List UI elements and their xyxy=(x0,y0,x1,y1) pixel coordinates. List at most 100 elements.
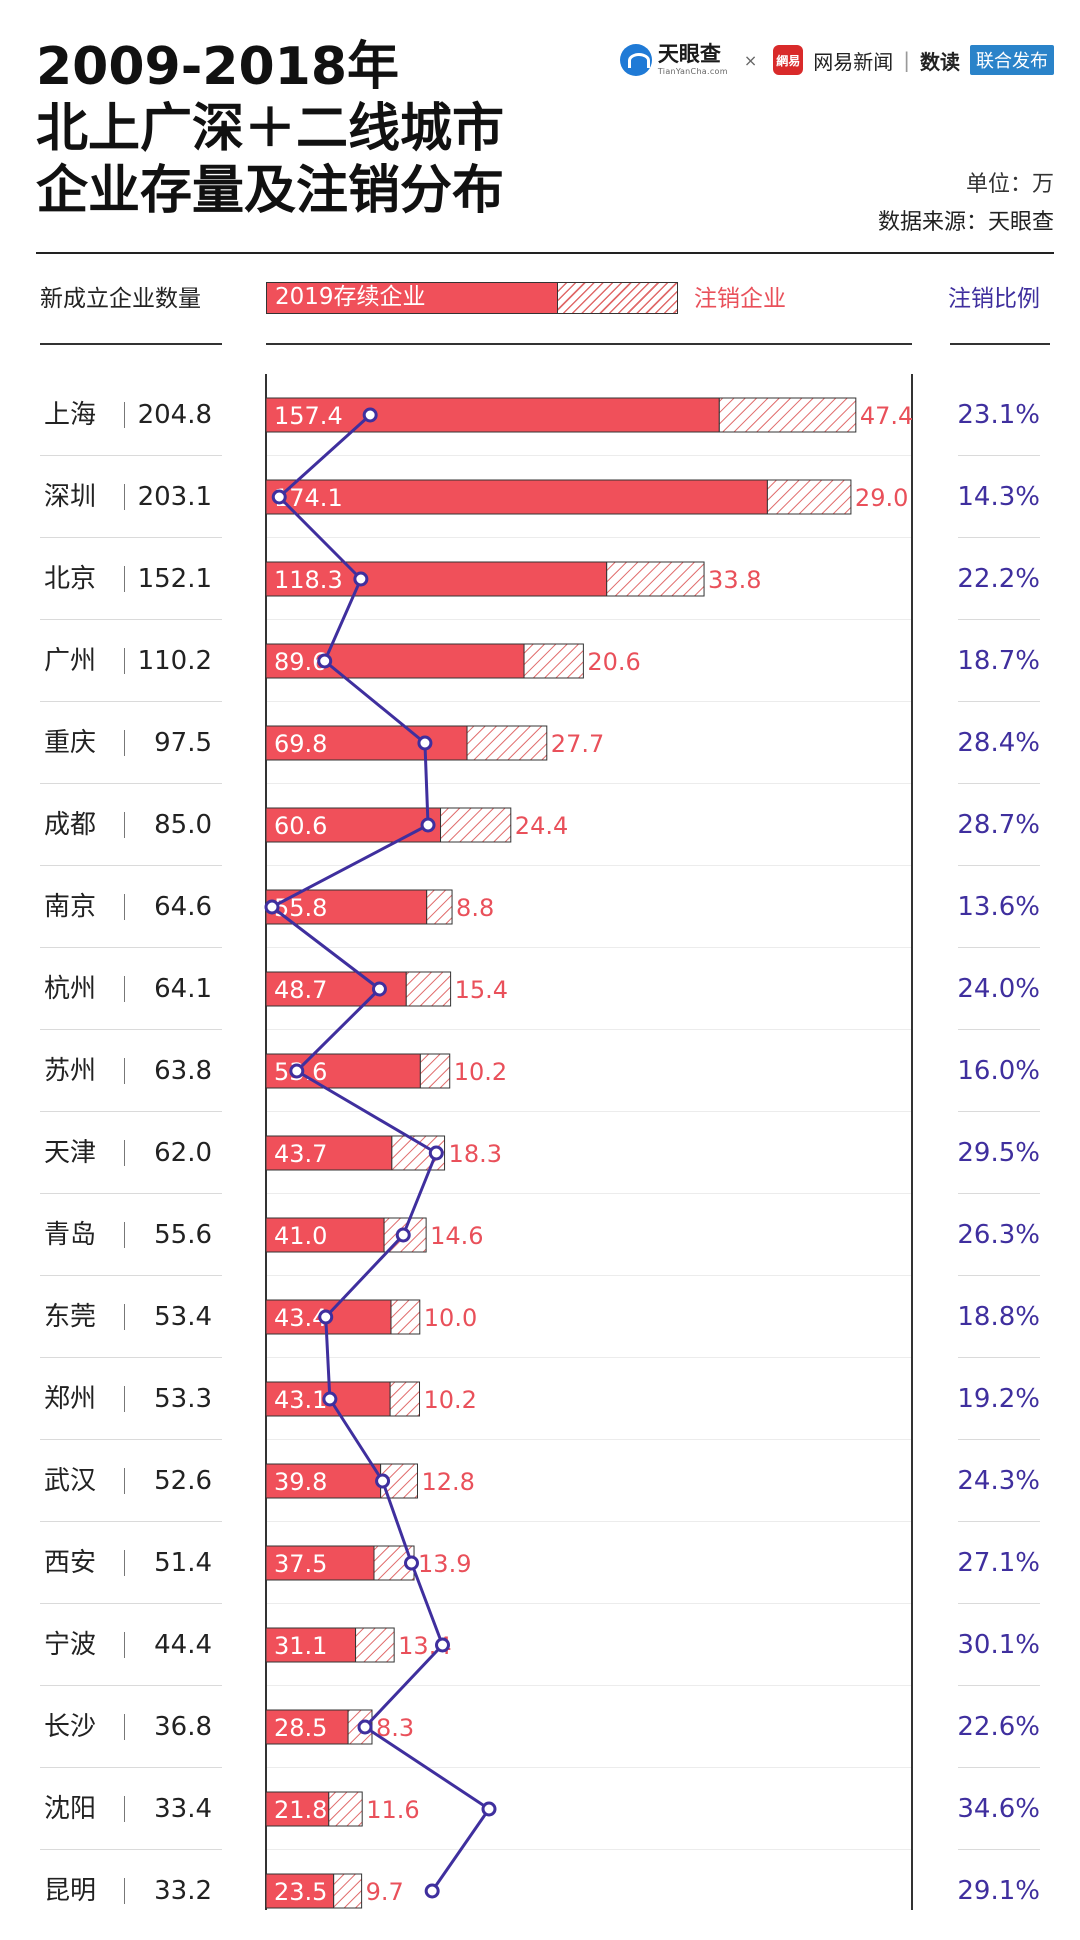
ratio-point xyxy=(428,1145,444,1161)
bar-cancel xyxy=(523,643,584,679)
bar-cancel xyxy=(426,889,453,925)
city-row: 北京 152.1 22.2% xyxy=(0,538,1080,620)
city-label: 沈阳 xyxy=(44,1794,97,1824)
bar-cancel-label: 29.0 xyxy=(855,484,908,512)
bar-cancel-label: 15.4 xyxy=(455,976,508,1004)
bar-survive-label: 41.0 xyxy=(274,1222,327,1250)
city-label: 长沙 xyxy=(44,1712,97,1742)
city-label: 昆明 xyxy=(44,1876,97,1906)
new-companies-value: 33.2 xyxy=(154,1876,212,1906)
new-companies-value: 33.4 xyxy=(154,1794,212,1824)
top-rule xyxy=(36,252,1054,254)
new-companies-header: 新成立企业数量 xyxy=(40,286,201,312)
city-row: 东莞 53.4 18.8% xyxy=(0,1276,1080,1358)
bar-cancel xyxy=(466,725,548,761)
city-value-divider xyxy=(124,484,125,510)
ratio-header: 注销比例 xyxy=(948,286,1040,312)
new-companies-value: 53.4 xyxy=(154,1302,212,1332)
ratio-point xyxy=(435,1637,450,1653)
city-label: 东莞 xyxy=(44,1302,97,1332)
ratio-point xyxy=(318,1309,334,1325)
bar-survive-label: 23.5 xyxy=(274,1878,327,1906)
tianyancha-url: TianYanCha.com xyxy=(657,67,728,76)
city-value-divider xyxy=(124,894,125,920)
row-separator xyxy=(958,1275,1040,1276)
row-separator xyxy=(40,1439,222,1440)
cancel-ratio-value: 19.2% xyxy=(957,1384,1040,1414)
bar-cancel-label: 27.7 xyxy=(551,730,604,758)
bar-survive xyxy=(265,1217,385,1253)
bar-survive xyxy=(265,1791,330,1827)
city-row: 长沙 36.8 22.6% xyxy=(0,1686,1080,1768)
bar-cancel-label: 12.8 xyxy=(421,1468,474,1496)
cancel-ratio-value: 26.3% xyxy=(957,1220,1040,1250)
legend-swatch: 2019存续企业 xyxy=(266,282,678,314)
row-separator xyxy=(266,701,912,702)
cancel-ratio-value: 29.5% xyxy=(957,1138,1040,1168)
city-row: 天津 62.0 29.5% xyxy=(0,1112,1080,1194)
city-value-divider xyxy=(124,812,125,838)
row-separator xyxy=(40,1193,222,1194)
logo-divider: | xyxy=(903,48,910,72)
row-separator xyxy=(958,537,1040,538)
city-value-divider xyxy=(124,1714,125,1740)
city-value-divider xyxy=(124,566,125,592)
city-row: 广州 110.2 18.7% xyxy=(0,620,1080,702)
title-line-2: 北上广深＋二线城市 xyxy=(36,99,505,159)
city-label: 南京 xyxy=(44,892,97,922)
bar-survive xyxy=(265,561,608,597)
row-separator xyxy=(958,1849,1040,1850)
netease-logo-icon: 網易 xyxy=(773,45,804,75)
city-row: 郑州 53.3 19.2% xyxy=(0,1358,1080,1440)
row-separator xyxy=(40,1521,222,1522)
row-separator xyxy=(40,1603,222,1604)
city-row: 深圳 203.1 14.3% xyxy=(0,456,1080,538)
row-separator xyxy=(266,1439,912,1440)
joint-publish-badge: 联合发布 xyxy=(970,45,1054,75)
ratio-point xyxy=(404,1555,419,1571)
row-separator xyxy=(958,1767,1040,1768)
city-row: 苏州 63.8 16.0% xyxy=(0,1030,1080,1112)
bar-survive-label: 118.3 xyxy=(274,566,343,594)
new-companies-value: 52.6 xyxy=(154,1466,212,1496)
ratio-point xyxy=(322,1391,338,1407)
city-row: 青岛 55.6 26.3% xyxy=(0,1194,1080,1276)
cancel-ratio-value: 28.7% xyxy=(957,810,1040,840)
bar-cancel xyxy=(328,1791,363,1827)
bar-survive-label: 37.5 xyxy=(274,1550,327,1578)
row-separator xyxy=(266,1275,912,1276)
cancel-ratio-value: 28.4% xyxy=(957,728,1040,758)
bar-survive-label: 28.5 xyxy=(274,1714,327,1742)
row-separator xyxy=(266,1357,912,1358)
bar-survive-label: 60.6 xyxy=(274,812,327,840)
bar-cancel-label: 10.2 xyxy=(424,1386,477,1414)
row-separator xyxy=(958,865,1040,866)
bar-survive-label: 31.1 xyxy=(274,1632,327,1660)
bar-survive-label: 43.7 xyxy=(274,1140,327,1168)
row-separator xyxy=(958,619,1040,620)
ratio-point xyxy=(264,899,280,915)
row-separator xyxy=(266,1029,912,1030)
row-separator xyxy=(40,701,222,702)
row-separator xyxy=(40,619,222,620)
city-value-divider xyxy=(124,1878,125,1904)
header-rule-right xyxy=(950,343,1050,345)
bar-cancel xyxy=(766,479,852,515)
bar-survive xyxy=(265,1873,335,1909)
city-label: 武汉 xyxy=(44,1466,97,1496)
new-companies-value: 53.3 xyxy=(154,1384,212,1414)
city-row: 西安 51.4 27.1% xyxy=(0,1522,1080,1604)
city-label: 成都 xyxy=(44,810,97,840)
ratio-point xyxy=(317,653,333,669)
bar-survive-label: 39.8 xyxy=(274,1468,327,1496)
bar-cancel xyxy=(718,397,857,433)
row-separator xyxy=(958,1357,1040,1358)
new-companies-value: 64.6 xyxy=(154,892,212,922)
cancel-ratio-value: 16.0% xyxy=(957,1056,1040,1086)
bar-cancel-label: 11.6 xyxy=(366,1796,419,1824)
title-line-3: 企业存量及注销分布 xyxy=(36,161,505,221)
city-value-divider xyxy=(124,1058,125,1084)
bar-cancel-label: 8.8 xyxy=(456,894,494,922)
